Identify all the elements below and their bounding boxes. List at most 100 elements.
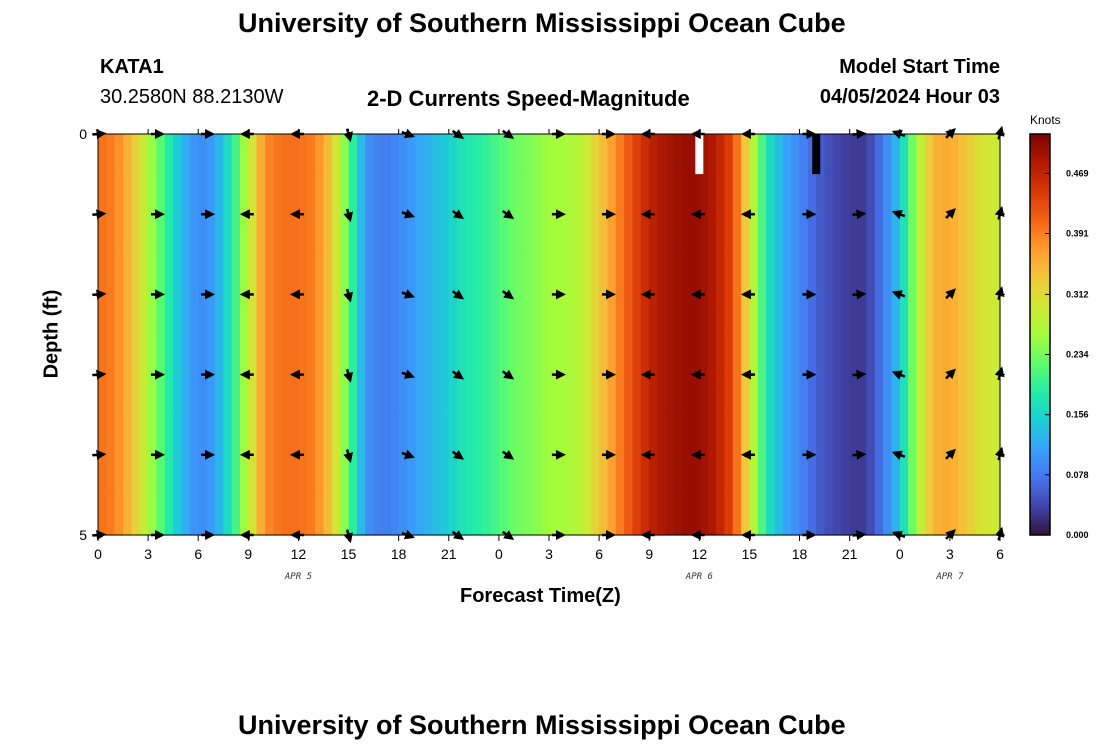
heatmap-cell [974,494,984,536]
heatmap-cell [757,134,767,175]
heatmap-cell [590,254,600,336]
model-start-time: 04/05/2024 Hour 03 [819,86,1000,108]
heatmap-cell [958,174,968,255]
heatmap-cell [757,414,767,496]
heatmap-cell [131,174,141,255]
heatmap-cell [966,494,976,536]
current-vector-arrow [401,208,416,219]
heatmap-cell [465,174,475,255]
x-tick-label: 18 [792,546,808,562]
x-tick-label: 3 [144,546,152,562]
heatmap-cell [440,414,450,496]
heatmap-cell [624,414,634,496]
heatmap-cell [924,134,934,175]
heatmap-cell [398,254,408,336]
heatmap-cell [465,414,475,496]
heatmap-cell [774,414,784,496]
heatmap-cell [214,334,224,416]
heatmap-cell [473,414,483,496]
heatmap-cell [949,134,959,175]
heatmap-cell [949,494,959,536]
heatmap-cell [273,174,283,255]
heatmap-cell [214,174,224,255]
heatmap-cell [473,494,483,536]
heatmap-cell [682,134,692,175]
heatmap-cell [908,254,918,336]
heatmap-cell [457,494,467,536]
page-title: University of Southern Mississippi Ocean… [238,8,846,38]
heatmap-cell [924,174,934,255]
heatmap-cell [114,134,124,175]
heatmap-cell [716,174,725,255]
heatmap-cell [189,334,199,416]
heatmap-cell [123,414,133,496]
heatmap-cell [958,494,968,536]
heatmap-cell [323,174,333,255]
heatmap-cell [423,174,433,255]
heatmap-cell [874,254,884,336]
heatmap-cell [507,134,517,175]
heatmap-cell [348,334,358,416]
heatmap-cell [632,134,642,175]
heatmap-cell [507,494,517,536]
heatmap-cell [173,414,183,496]
model-start-label: Model Start Time [839,56,1000,78]
heatmap-cell [532,254,542,336]
heatmap-cell [632,254,642,336]
heatmap-cell [899,334,909,416]
heatmap-cell [223,254,233,336]
heatmap-cell [933,254,943,336]
colorbar-tick-label: 0.156 [1066,410,1089,420]
heatmap-cell [423,134,433,175]
heatmap-cell [649,494,659,536]
heatmap-cell [624,134,634,175]
heatmap-cell [816,254,826,336]
heatmap-cell [106,494,116,536]
x-tick-label: 0 [94,546,102,562]
heatmap-cell [523,174,533,255]
heatmap-cell [390,334,400,416]
heatmap-cell [774,174,784,255]
heatmap-cell [515,134,525,175]
heatmap-cell [757,174,767,255]
current-vector-arrow [891,290,906,300]
heatmap-cell [724,414,734,496]
heatmap-cell [883,334,893,416]
date-label: APR 6 [685,572,713,582]
heatmap-cell [832,494,842,536]
heatmap-cell [256,334,266,416]
heatmap-cell [331,174,341,255]
heatmap-cell [724,254,734,336]
heatmap-cell [665,334,675,416]
heatmap-cell [223,494,233,536]
heatmap-cell [381,134,391,175]
heatmap-cell [265,134,274,175]
heatmap-cell [908,494,918,536]
heatmap-cell [791,494,801,536]
heatmap-cell [223,334,233,416]
heatmap-cell [832,134,842,175]
heatmap-cell [874,334,884,416]
heatmap-cell [173,494,183,536]
heatmap-cell [106,254,116,336]
heatmap-cell [306,414,316,496]
heatmap-cell [657,254,667,336]
heatmap-cell [465,254,475,336]
heatmap-cell [774,494,784,536]
heatmap-cell [440,494,450,536]
heatmap-cell [356,174,366,255]
heatmap-cell [348,174,358,255]
heatmap-cell [707,134,717,175]
colorbar-tick-label: 0.234 [1066,350,1089,360]
heatmap-cell [181,414,191,496]
heatmap-cell [908,334,918,416]
heatmap-cell [974,254,984,336]
heatmap-cell [415,254,425,336]
heatmap-cell [340,494,350,536]
heatmap-cell [615,494,625,536]
heatmap-cell [440,174,450,255]
heatmap-cell [983,174,993,255]
heatmap-cell [816,414,826,496]
heatmap-cell [899,414,909,496]
heatmap-cell [139,494,149,536]
